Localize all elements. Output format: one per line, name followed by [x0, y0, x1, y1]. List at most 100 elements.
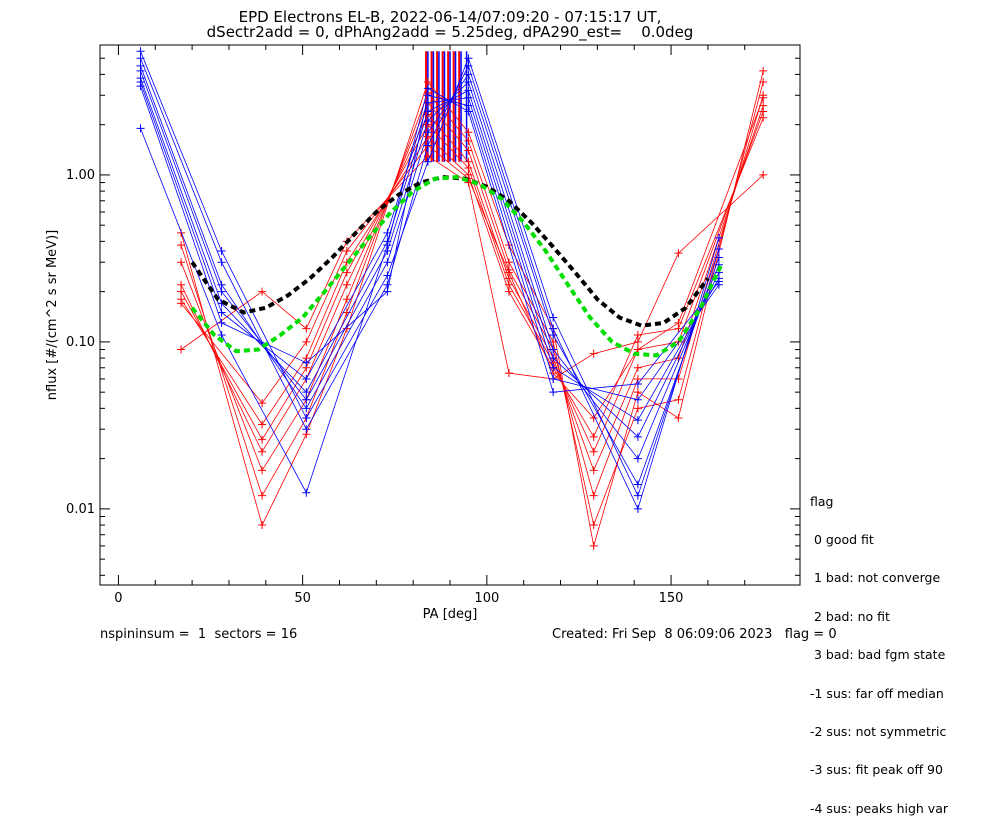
- red-data-point: [759, 170, 768, 179]
- red-data-point: [674, 414, 683, 423]
- blue-data-point: [633, 504, 642, 513]
- blue-data-point: [633, 480, 642, 489]
- blue-data-point: [549, 313, 558, 322]
- blue-data-point: [302, 488, 311, 497]
- flag-legend: flag 0 good fit 1 bad: not converge 2 ba…: [810, 470, 948, 828]
- green-fit-curve: [190, 175, 725, 358]
- x-tick-label: 150: [659, 591, 684, 606]
- red-data-point: [504, 287, 513, 296]
- blue-data-point: [302, 358, 311, 367]
- blue-data-point: [714, 253, 723, 262]
- blue-data-point: [464, 54, 473, 63]
- red-data-point: [674, 318, 683, 327]
- red-data-point: [342, 247, 351, 256]
- blue-data-point: [423, 128, 432, 137]
- blue-data-point: [464, 86, 473, 95]
- blue-data-point: [714, 233, 723, 242]
- red-data-point: [589, 466, 598, 475]
- red-data-point: [258, 399, 267, 408]
- blue-data-point: [136, 66, 145, 75]
- blue-data-point: [217, 287, 226, 296]
- red-series-line: [180, 95, 764, 497]
- red-data-point: [177, 258, 186, 267]
- blue-data-point: [423, 157, 432, 166]
- black-fit-curve: [190, 175, 710, 328]
- blue-series-line: [140, 65, 720, 486]
- blue-data-point: [383, 258, 392, 267]
- red-data-point: [759, 78, 768, 87]
- blue-data-point: [464, 61, 473, 70]
- blue-data-point: [217, 308, 226, 317]
- red-data-point: [504, 369, 513, 378]
- red-data-point: [342, 280, 351, 289]
- blue-data-point: [423, 91, 432, 100]
- blue-data-point: [464, 107, 473, 116]
- red-data-point: [633, 330, 642, 339]
- red-data-point: [589, 447, 598, 456]
- red-data-point: [633, 404, 642, 413]
- series-layer: [136, 47, 768, 550]
- blue-data-point: [714, 277, 723, 286]
- blue-data-point: [217, 258, 226, 267]
- red-data-point: [258, 435, 267, 444]
- legend-item: -2 sus: not symmetric: [810, 723, 947, 739]
- blue-data-point: [633, 395, 642, 404]
- footer-created-info: Created: Fri Sep 8 06:09:06 2023 flag = …: [552, 627, 837, 642]
- red-series-line: [180, 117, 764, 438]
- blue-series-line: [140, 87, 720, 494]
- blue-data-point: [302, 414, 311, 423]
- chart-plot: 0 50 100 150 0.01 0.10 1.00 PA [deg] nflux [#/…: [45, 44, 801, 622]
- x-tick-label: 50: [294, 591, 311, 606]
- blue-data-point: [302, 395, 311, 404]
- red-series-line: [180, 97, 764, 419]
- red-data-point: [464, 128, 473, 137]
- red-data-point: [177, 228, 186, 237]
- blue-data-point: [383, 287, 392, 296]
- legend-item: 3 bad: bad fgm state: [810, 647, 946, 663]
- blue-data-point: [302, 425, 311, 434]
- blue-data-point: [633, 491, 642, 500]
- blue-data-point: [633, 454, 642, 463]
- chart-title-line-2: dSectr2add = 0, dPhAng2add = 5.25deg, dP…: [206, 23, 694, 41]
- blue-data-point: [217, 330, 226, 339]
- legend-item: -3 sus: fit peak off 90: [810, 762, 943, 778]
- red-data-point: [258, 287, 267, 296]
- legend-item: 0 good fit: [810, 531, 874, 547]
- red-data-point: [633, 337, 642, 346]
- red-data-point: [258, 447, 267, 456]
- blue-data-point: [217, 247, 226, 256]
- red-data-point: [177, 287, 186, 296]
- x-axis-label: PA [deg]: [423, 607, 478, 622]
- blue-data-point: [302, 374, 311, 383]
- red-data-point: [759, 66, 768, 75]
- blue-data-point: [714, 245, 723, 254]
- red-data-point: [302, 337, 311, 346]
- red-data-point: [633, 388, 642, 397]
- blue-data-point: [423, 84, 432, 93]
- red-series-line: [180, 70, 764, 547]
- red-data-point: [177, 280, 186, 289]
- red-data-point: [464, 146, 473, 155]
- legend-item: -1 sus: far off median: [810, 685, 944, 701]
- y-axis-label: nflux [#/(cm^2 s sr MeV)]: [45, 230, 60, 400]
- blue-data-point: [464, 78, 473, 87]
- red-data-point: [504, 268, 513, 277]
- red-data-point: [342, 308, 351, 317]
- red-data-point: [589, 432, 598, 441]
- red-series-line: [180, 81, 764, 527]
- blue-data-point: [136, 82, 145, 91]
- blue-data-point: [423, 98, 432, 107]
- blue-series-line: [140, 58, 720, 511]
- red-data-point: [258, 491, 267, 500]
- legend-item: 2 bad: no fit: [810, 608, 890, 624]
- red-data-point: [589, 541, 598, 550]
- red-data-point: [674, 395, 683, 404]
- red-data-point: [759, 113, 768, 122]
- red-data-point: [177, 299, 186, 308]
- y-tick-label: 1.00: [66, 168, 95, 183]
- red-data-point: [589, 491, 598, 500]
- red-data-point: [674, 249, 683, 258]
- y-tick-label: 0.10: [66, 335, 95, 350]
- blue-data-point: [549, 330, 558, 339]
- red-data-point: [342, 295, 351, 304]
